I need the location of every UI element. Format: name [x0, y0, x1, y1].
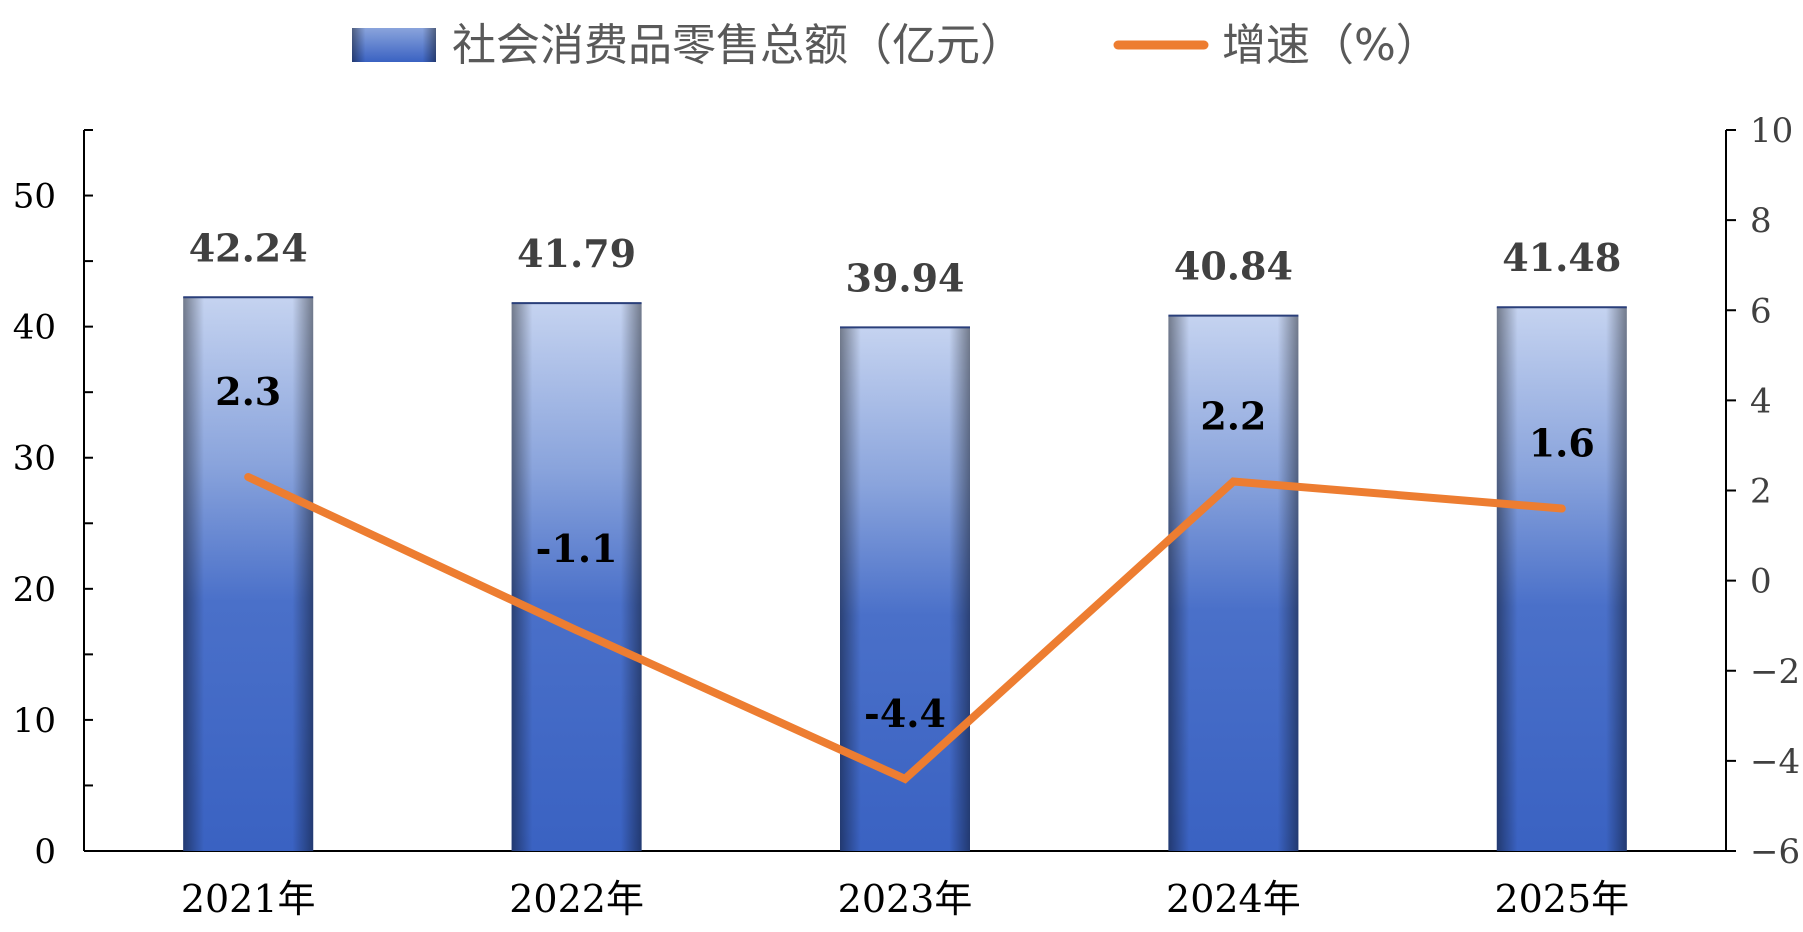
right-axis-tick-label: 6	[1750, 291, 1772, 331]
left-axis-tick-label: 50	[13, 177, 56, 217]
right-axis-tick-label: 10	[1750, 111, 1793, 151]
growth-point	[1558, 505, 1565, 512]
x-axis-category-label: 2025年	[1494, 877, 1629, 921]
x-axis-category-label: 2021年	[181, 877, 316, 921]
right-axis-tick-label: −6	[1750, 832, 1800, 872]
legend-line-label: 增速（%）	[1222, 20, 1440, 71]
x-axis-category-label: 2023年	[838, 877, 973, 921]
growth-data-label: 2.2	[1200, 393, 1266, 438]
right-axis-tick-label: 4	[1750, 381, 1772, 421]
left-axis-tick-label: 30	[13, 439, 56, 479]
left-axis-tick-label: 10	[13, 701, 56, 741]
x-axis-category-label: 2024年	[1166, 877, 1301, 921]
left-axis-tick-label: 40	[13, 308, 56, 348]
right-axis-tick-label: −4	[1750, 742, 1800, 782]
bar-shading	[183, 297, 314, 852]
growth-data-label: 2.3	[215, 369, 281, 414]
legend: 社会消费品零售总额（亿元） 增速（%）	[352, 20, 1440, 71]
bar-shading	[840, 327, 970, 851]
bar-shading	[511, 303, 642, 851]
x-axis-category-label: 2022年	[509, 877, 644, 921]
right-axis-tick-label: 8	[1750, 201, 1772, 241]
bar-shading	[1168, 315, 1299, 851]
right-axis-tick-label: 2	[1750, 472, 1772, 512]
bar-data-label: 41.48	[1502, 235, 1621, 280]
growth-data-label: 1.6	[1529, 421, 1595, 466]
growth-point	[573, 627, 580, 634]
bar-data-label: 40.84	[1174, 244, 1293, 289]
left-axis-tick-label: 0	[34, 832, 56, 872]
legend-bar-swatch-edge	[352, 28, 436, 62]
growth-point	[1230, 478, 1237, 485]
bar-data-label: 42.24	[189, 225, 308, 270]
bar-shading	[1496, 307, 1627, 852]
growth-point	[902, 775, 908, 782]
right-axis-tick-label: 0	[1750, 562, 1772, 602]
bar-data-label: 39.94	[846, 255, 965, 300]
left-axis-tick-label: 20	[13, 570, 56, 610]
bar-data-label: 41.79	[517, 231, 636, 276]
plot-area: 0 10 20 30 40 50 −6 −4 −2 0 2 4 6 8 10 2021年 2022年 2023年 2…	[13, 111, 1800, 921]
right-axis-tick-label: −2	[1750, 652, 1800, 692]
legend-bar-label: 社会消费品零售总额（亿元）	[452, 20, 1024, 71]
growth-data-label: -4.4	[864, 691, 946, 736]
growth-data-label: -1.1	[536, 526, 618, 571]
growth-point	[245, 473, 252, 480]
